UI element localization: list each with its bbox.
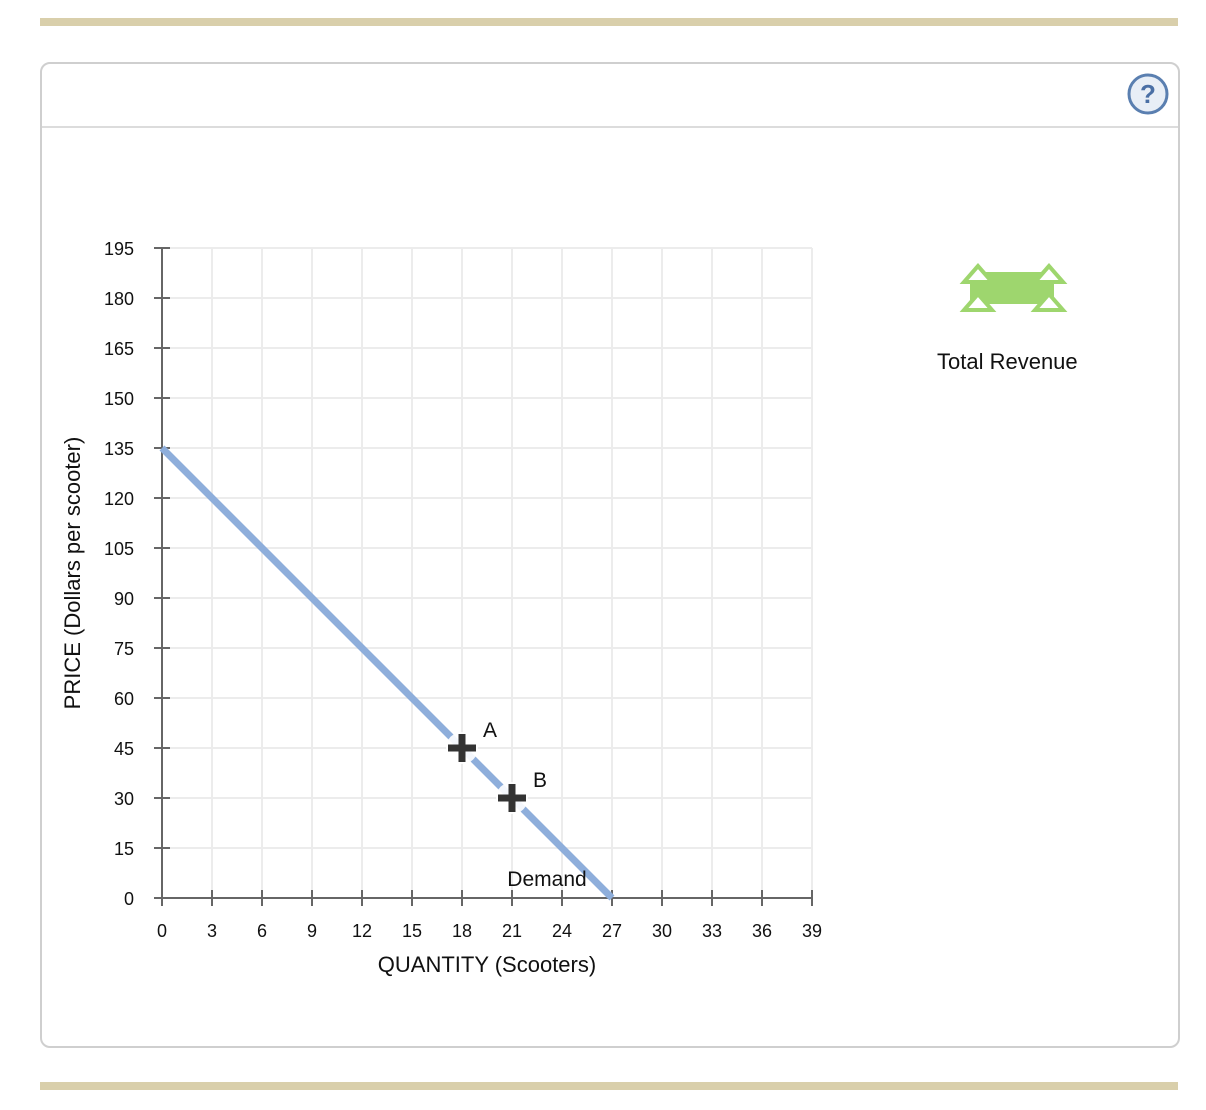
panel-header: ? bbox=[42, 64, 1178, 128]
x-tick-label: 6 bbox=[257, 921, 267, 941]
total-revenue-label: Total Revenue bbox=[937, 349, 1078, 374]
y-tick-label: 30 bbox=[114, 789, 134, 809]
y-tick-label: 150 bbox=[104, 389, 134, 409]
x-tick-label: 21 bbox=[502, 921, 522, 941]
y-tick-label: 45 bbox=[114, 739, 134, 759]
chart-grid bbox=[162, 247, 813, 898]
x-tick-label: 27 bbox=[602, 921, 622, 941]
x-tick-label: 36 bbox=[752, 921, 772, 941]
svg-text:A: A bbox=[483, 719, 497, 742]
y-tick-label: 135 bbox=[104, 439, 134, 459]
bottom-divider-bar bbox=[40, 1082, 1178, 1090]
x-tick-label: 9 bbox=[307, 921, 317, 941]
y-tick-label: 60 bbox=[114, 689, 134, 709]
y-tick-label: 75 bbox=[114, 639, 134, 659]
y-tick-label: 180 bbox=[104, 289, 134, 309]
x-tick-label: 39 bbox=[802, 921, 822, 941]
svg-text:B: B bbox=[533, 769, 547, 792]
demand-curve[interactable] bbox=[159, 445, 615, 901]
x-tick-label: 33 bbox=[702, 921, 722, 941]
x-tick-label: 24 bbox=[552, 921, 572, 941]
x-tick-label: 30 bbox=[652, 921, 672, 941]
y-tick-label: 165 bbox=[104, 339, 134, 359]
y-tick-label: 15 bbox=[114, 839, 134, 859]
y-tick-label: 195 bbox=[104, 239, 134, 259]
point-b[interactable]: B bbox=[496, 769, 547, 814]
x-tick-label: 12 bbox=[352, 921, 372, 941]
y-axis-label: PRICE (Dollars per scooter) bbox=[60, 437, 85, 710]
green-area-tool-icon[interactable] bbox=[959, 262, 1068, 312]
point-a[interactable]: A bbox=[446, 719, 497, 764]
x-axis-label: QUANTITY (Scooters) bbox=[378, 952, 596, 977]
y-tick-label: 90 bbox=[114, 589, 134, 609]
x-tick-label: 15 bbox=[402, 921, 422, 941]
y-tick-label: 105 bbox=[104, 539, 134, 559]
chart-points: AB bbox=[446, 719, 547, 814]
graph-panel: ? Total Revenue bbox=[40, 62, 1180, 1048]
top-divider-bar bbox=[40, 18, 1178, 26]
x-tick-label: 0 bbox=[157, 921, 167, 941]
y-tick-label: 0 bbox=[124, 889, 134, 909]
y-tick-label: 120 bbox=[104, 489, 134, 509]
x-tick-label: 18 bbox=[452, 921, 472, 941]
svg-text:?: ? bbox=[1140, 79, 1156, 109]
question-circle-icon[interactable]: ? bbox=[1126, 72, 1170, 116]
demand-label: Demand bbox=[507, 868, 586, 891]
x-tick-label: 3 bbox=[207, 921, 217, 941]
chart-axes bbox=[154, 247, 813, 906]
